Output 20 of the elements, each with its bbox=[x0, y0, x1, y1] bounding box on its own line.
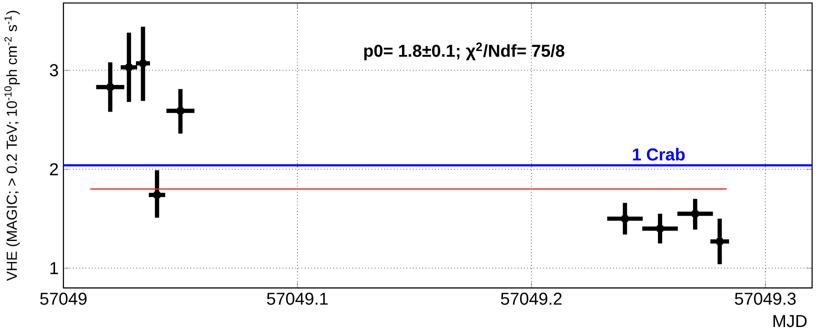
point bbox=[140, 60, 146, 67]
x-tick-label: 57049.1 bbox=[266, 292, 328, 306]
x-tick-label: 57049 bbox=[40, 292, 87, 306]
annotation: p0= 1.8±0.1; χ$^{2}$/Ndf= 75/8 bbox=[364, 42, 564, 61]
x-tick-label: 57049.2 bbox=[500, 292, 562, 306]
point bbox=[126, 64, 132, 71]
point bbox=[107, 84, 114, 90]
x-axis-title: MJD bbox=[773, 315, 807, 328]
point bbox=[656, 226, 664, 232]
point bbox=[622, 216, 628, 222]
y-tick-label: 1 bbox=[50, 262, 58, 274]
x-tick-label: 57049.3 bbox=[734, 292, 796, 306]
point bbox=[692, 210, 698, 218]
y-tick-label: 2 bbox=[50, 163, 58, 176]
point bbox=[154, 192, 160, 198]
point bbox=[177, 108, 184, 114]
y-tick-label: 3 bbox=[50, 64, 58, 77]
ref-line-label: 1 Crab bbox=[632, 148, 685, 161]
point bbox=[716, 238, 723, 245]
y-axis-title: VHE (MAGIC; > 0.2 TeV; 10$^{-10}$ph cm$^{-2}$ s$^{-1}$) bbox=[4, 11, 20, 282]
